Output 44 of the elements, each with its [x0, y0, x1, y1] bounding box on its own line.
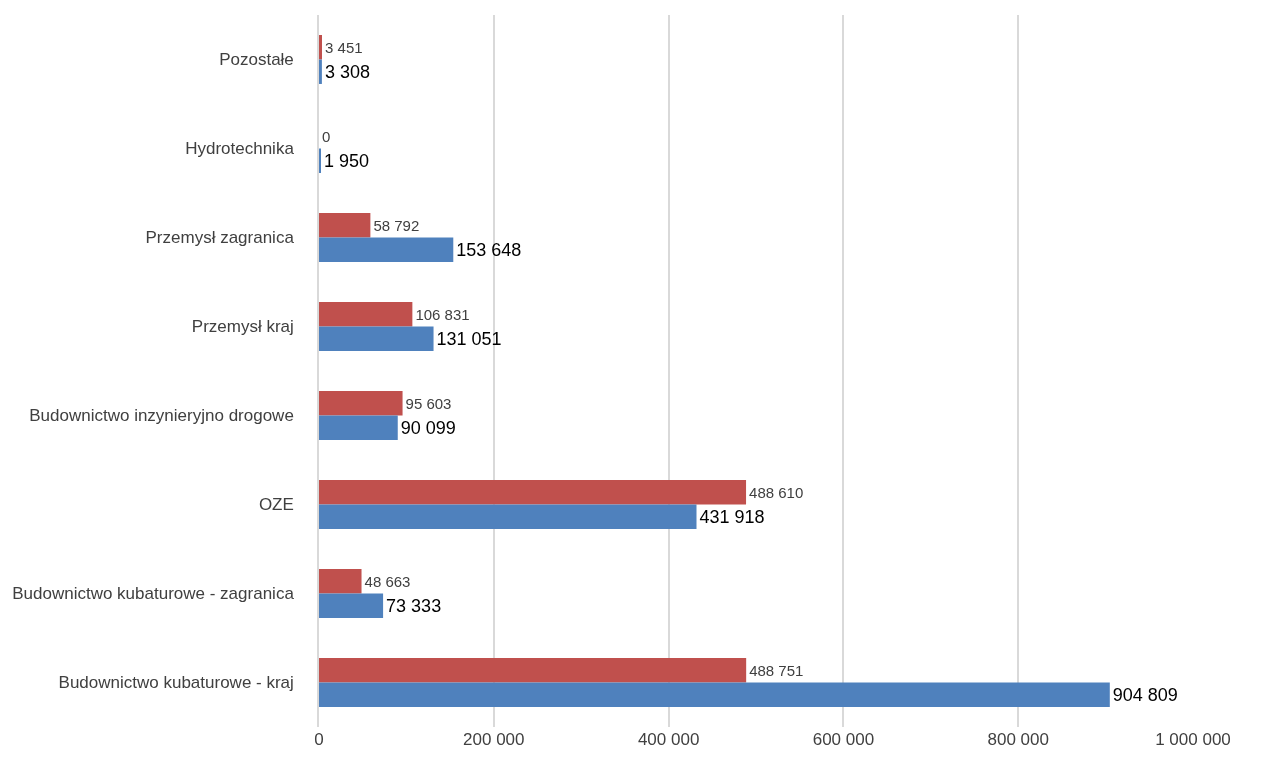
y-tick-label: Budownictwo inzynieryjno drogowe — [29, 406, 294, 426]
bar — [319, 213, 371, 238]
bar — [319, 35, 323, 60]
bar — [319, 59, 322, 84]
y-tick-label: Budownictwo kubaturowe - kraj — [58, 673, 294, 693]
bar — [319, 480, 747, 505]
bar — [319, 682, 1110, 707]
bar — [319, 391, 403, 416]
data-label: 3 308 — [324, 61, 370, 82]
data-label: 488 751 — [749, 661, 804, 679]
data-label: 106 831 — [415, 305, 470, 323]
x-tick-label: 200 000 — [463, 730, 525, 749]
data-label: 3 451 — [325, 38, 363, 56]
data-label: 0 — [322, 127, 331, 145]
bar — [319, 658, 747, 683]
data-label: 904 809 — [1112, 684, 1178, 705]
y-tick-label: Hydrotechnika — [185, 139, 295, 159]
data-label: 431 918 — [699, 506, 765, 527]
data-label: 90 099 — [400, 417, 456, 438]
x-tick-label: 0 — [314, 730, 324, 749]
bar — [319, 504, 697, 529]
x-tick-label: 1 000 000 — [1155, 730, 1231, 749]
data-label: 488 610 — [749, 483, 804, 501]
data-label: 58 792 — [373, 216, 420, 234]
y-tick-label: Przemysł zagranica — [145, 228, 295, 248]
bar — [319, 415, 398, 440]
data-label: 48 663 — [364, 572, 411, 590]
bar — [319, 237, 454, 262]
data-label: 95 603 — [405, 394, 452, 412]
x-tick-label: 600 000 — [812, 730, 875, 749]
y-tick-label: Przemysł kraj — [191, 317, 294, 337]
y-tick-label: OZE — [258, 495, 294, 515]
y-tick-label: Budownictwo kubaturowe - zagranica — [12, 584, 295, 604]
data-label: 73 333 — [386, 595, 442, 616]
x-tick-label: 800 000 — [987, 730, 1049, 749]
data-label: 131 051 — [436, 328, 502, 349]
x-tick-label: 400 000 — [637, 730, 700, 749]
bar — [319, 302, 413, 327]
data-label: 1 950 — [324, 150, 370, 171]
bar — [319, 569, 362, 594]
data-label: 153 648 — [456, 239, 522, 260]
y-tick-label: Pozostałe — [219, 50, 294, 70]
bar — [319, 326, 434, 351]
bar — [319, 593, 384, 618]
